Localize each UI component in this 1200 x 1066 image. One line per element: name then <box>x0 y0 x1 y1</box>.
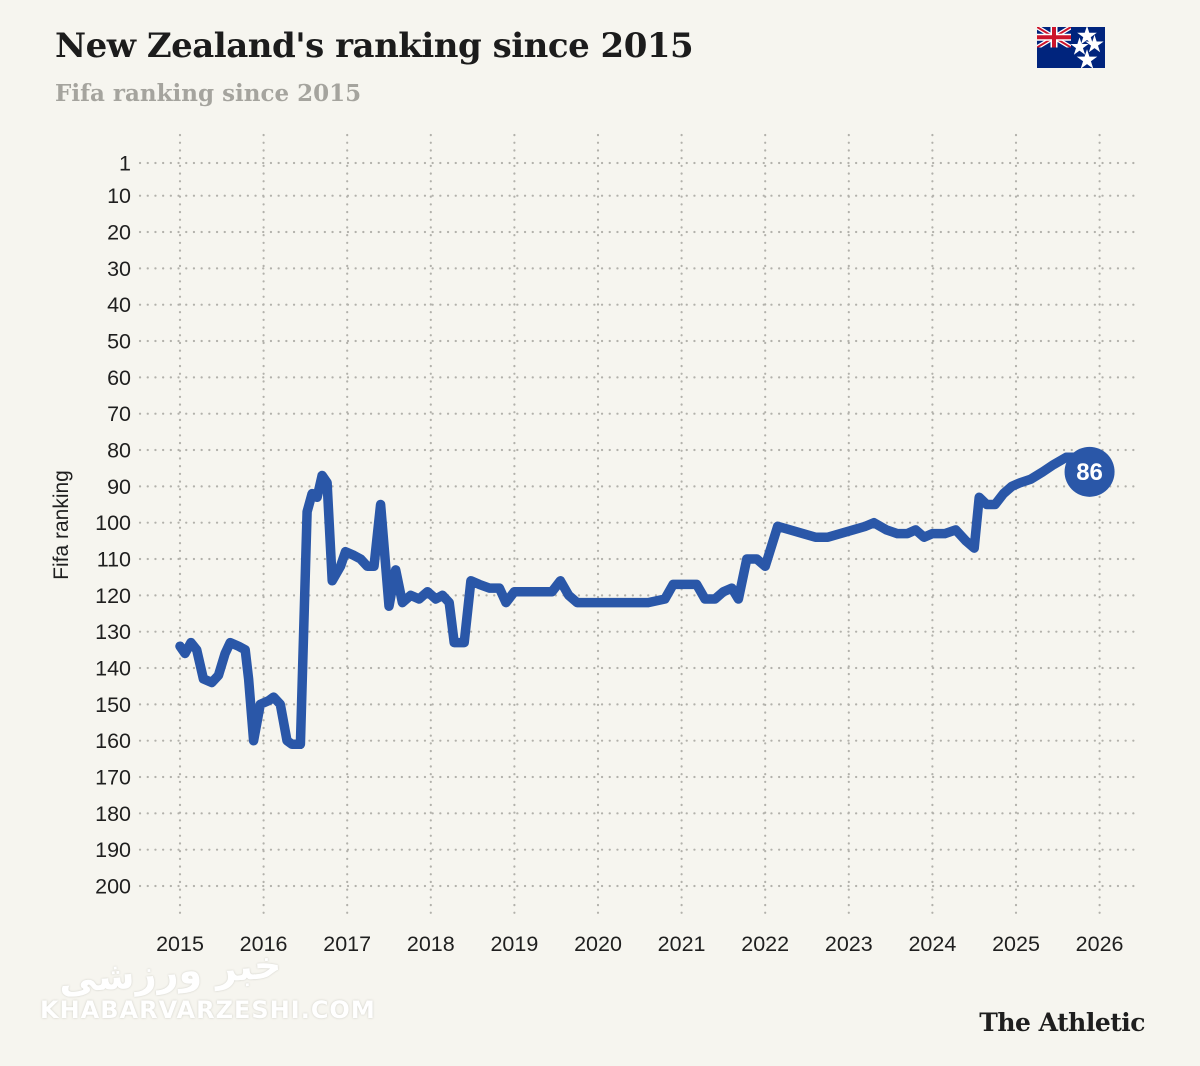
x-tick-2024: 2024 <box>908 932 956 956</box>
x-tick-2021: 2021 <box>658 932 706 956</box>
y-tick-200: 200 <box>95 875 131 899</box>
y-tick-90: 90 <box>107 475 131 499</box>
y-tick-70: 70 <box>107 402 131 426</box>
y-tick-190: 190 <box>95 838 131 862</box>
chart-title: New Zealand's ranking since 2015 <box>55 26 694 66</box>
y-tick-50: 50 <box>107 330 131 354</box>
y-tick-110: 110 <box>97 548 131 572</box>
x-tick-2020: 2020 <box>574 932 622 956</box>
fifa-ranking-line <box>175 452 1095 750</box>
y-tick-60: 60 <box>107 366 131 390</box>
new-zealand-flag-icon <box>1037 27 1105 68</box>
x-tick-2018: 2018 <box>407 932 455 956</box>
y-tick-40: 40 <box>107 293 131 317</box>
y-tick-150: 150 <box>95 693 131 717</box>
y-tick-140: 140 <box>95 657 131 681</box>
x-tick-2017: 2017 <box>323 932 371 956</box>
y-tick-160: 160 <box>95 729 131 753</box>
x-tick-2026: 2026 <box>1076 932 1124 956</box>
y-tick-180: 180 <box>95 802 131 826</box>
y-tick-80: 80 <box>107 439 131 463</box>
y-tick-30: 30 <box>107 257 131 281</box>
y-axis-label: Fifa ranking <box>50 470 73 580</box>
chart-subtitle: Fifa ranking since 2015 <box>55 80 362 107</box>
x-tick-2022: 2022 <box>741 932 789 956</box>
y-tick-130: 130 <box>95 620 131 644</box>
end-value-label: 86 <box>1076 459 1103 486</box>
x-tick-2019: 2019 <box>490 932 538 956</box>
x-tick-2016: 2016 <box>240 932 288 956</box>
attribution-the-athletic: The Athletic <box>979 1008 1145 1037</box>
y-tick-1: 1 <box>119 152 131 176</box>
union-jack-canton <box>1037 27 1071 48</box>
y-tick-120: 120 <box>95 584 131 608</box>
y-tick-10: 10 <box>107 184 131 208</box>
y-tick-100: 100 <box>95 511 131 535</box>
x-tick-2023: 2023 <box>825 932 873 956</box>
y-tick-170: 170 <box>95 766 131 790</box>
x-tick-2025: 2025 <box>992 932 1040 956</box>
x-tick-2015: 2015 <box>156 932 204 956</box>
y-tick-20: 20 <box>107 221 131 245</box>
end-value-badge <box>1064 446 1115 497</box>
